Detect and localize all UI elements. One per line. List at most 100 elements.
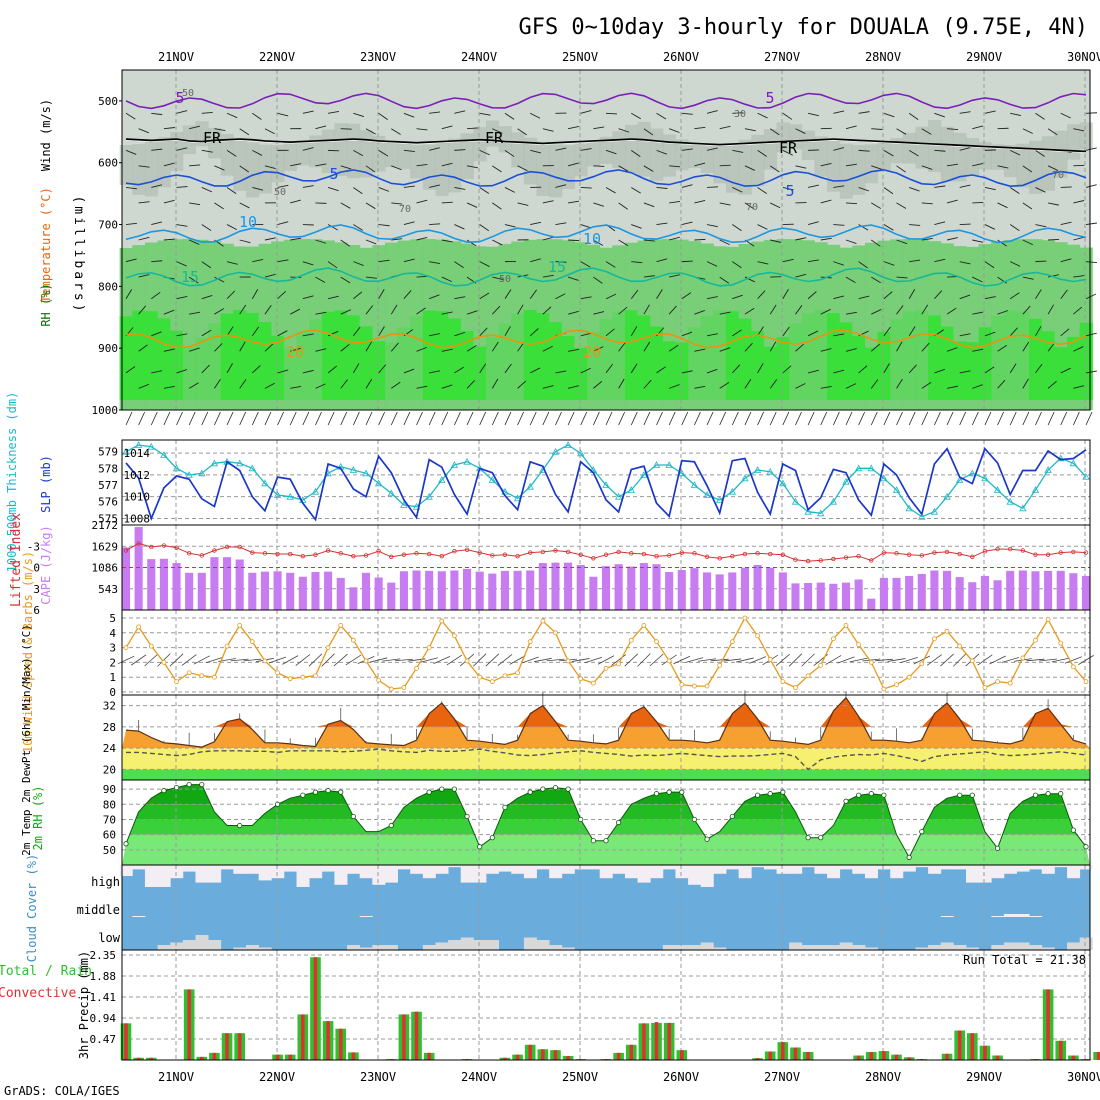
rh-band-mid [713,144,727,184]
cape-bar [223,557,232,610]
lifted-index-point [199,553,204,558]
wind-barb [744,128,756,132]
wind-barb [163,127,175,130]
wind-barb [732,329,742,337]
wind-barb [934,368,945,374]
wind-speed-point [628,637,634,643]
rh-band-mid [549,144,563,198]
wind-barb [1035,289,1042,299]
wind-barb [757,326,764,337]
wind-barb [454,224,465,230]
cloud-middle-bar [991,916,1005,917]
cape-bar [576,564,585,610]
lifted-index-point [869,558,874,563]
wind-barb [1073,200,1085,204]
wind-barb [896,276,908,279]
wind-barb [732,261,742,269]
wind-barb [1060,289,1068,299]
wind-barb [163,348,175,352]
rh-band-mid [675,139,689,171]
wind-barb [416,128,428,131]
wind-barb [454,261,464,269]
wind-barb [252,149,263,156]
cloud-low-bar [1067,942,1081,950]
thickness-point [513,494,522,502]
wind-barb [1047,380,1057,389]
rh-band-moist [296,239,310,410]
wind-barb [757,363,764,374]
wind-barb [479,261,490,267]
wind-barb [984,296,996,300]
surface-barb [757,411,764,426]
cape-bar [361,572,371,610]
cloud-high-bar [877,865,891,870]
rh-band-saturated [624,310,639,400]
wind-barb [593,276,603,284]
wind-barb [479,187,490,194]
cloud-high-bar [966,865,980,883]
wind-barb [125,149,137,155]
lifted-index-point [502,552,508,557]
rh-point [780,789,786,795]
wind-barb [176,147,188,151]
lifted-index-point [894,551,899,556]
precip-ytick-label: 1.88 [90,970,117,983]
wind-barb [605,187,616,194]
wind-barb [542,236,554,241]
wind-barb [201,187,213,193]
rh-band-mid [890,138,904,164]
rh-point [439,786,445,792]
rh-band-mid [877,142,891,171]
wind-barb [264,165,276,169]
precip-convective-bar [755,1058,760,1060]
rh-band-mid [1079,122,1093,150]
wind-barb [807,291,817,300]
cloud-low-bar [915,947,929,950]
wind-barb [732,187,743,193]
wind-barb [378,259,390,263]
cloud-low-bar [801,945,815,950]
lifted-index-point [982,549,988,554]
cloud-high-bar [258,865,272,881]
wind-barb [643,202,655,208]
cloud-high-bar [511,865,525,874]
wind-barb [656,149,668,155]
rh-band-saturated [132,310,146,400]
wind-barb [416,275,428,278]
wind-barb [820,386,832,389]
thickness-point [438,476,446,483]
wind-speed-point [692,683,697,689]
surface-barb [504,411,512,426]
rh-band-saturated [902,311,916,400]
wind-barb [176,296,188,300]
wind-barb-10m [837,656,855,664]
wind-barb [416,237,428,241]
rh-band-mid [953,132,967,182]
wind-barb [340,344,350,352]
wind-barb [352,363,360,374]
wind-barb [1048,239,1060,241]
wind-speed-point [464,658,470,664]
rh-band-saturated [587,332,601,400]
rh-band-mid [801,130,815,161]
cloud-low-bar [1029,945,1043,950]
wind-barb [631,224,642,229]
lifted-index-point [490,553,495,558]
wind-barb [921,342,930,352]
wind-barb [277,290,286,300]
wind-barb [631,112,642,120]
precip-convective-bar [553,1050,558,1060]
thickness-point [804,507,812,515]
cloud-high-bar [1054,865,1068,868]
thickness-point [564,441,572,448]
wind-barb [226,326,234,337]
cape-bar [791,583,800,610]
cloud-background [122,865,1090,950]
wind-barb-10m [913,655,931,665]
wind-barb [251,288,259,299]
thickness-point [652,461,661,468]
contour-label: 10 [583,230,601,248]
surface-barb [454,411,461,426]
wind-barb [593,126,605,130]
wind-barb [188,276,199,284]
